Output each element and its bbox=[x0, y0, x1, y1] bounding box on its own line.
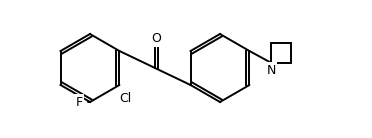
Text: F: F bbox=[76, 95, 83, 108]
Text: O: O bbox=[151, 33, 161, 46]
Text: N: N bbox=[267, 63, 276, 76]
Text: Cl: Cl bbox=[119, 91, 132, 104]
